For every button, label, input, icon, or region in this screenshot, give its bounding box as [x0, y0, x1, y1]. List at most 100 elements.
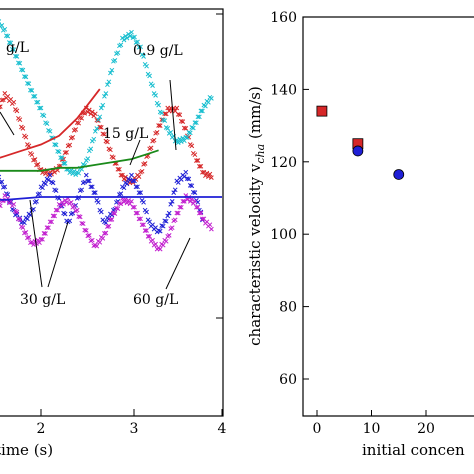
- series-1-marker: [165, 126, 171, 131]
- series-2-marker: [141, 199, 146, 205]
- right-y-axis-label-main: characteristic velocity v: [246, 163, 264, 346]
- series-1-marker: [29, 88, 35, 93]
- series-1-marker: [147, 73, 152, 79]
- left-panel: g/L 0.9 g/L 15 g/L 30 g/L 60 g/L 2 3 4 t…: [0, 8, 227, 459]
- series-1-marker: [141, 54, 146, 59]
- series-0-marker: [86, 107, 92, 113]
- series-3-marker: [74, 207, 80, 213]
- series-3-marker: [49, 219, 54, 225]
- series-2-marker: [92, 190, 98, 195]
- series-1-marker: [108, 70, 113, 76]
- series-2-marker: [160, 223, 166, 229]
- series-3-marker: [44, 225, 50, 230]
- series-3-marker: [77, 214, 83, 220]
- series-2-marker: [50, 180, 56, 186]
- series-3-marker: [100, 236, 106, 241]
- series-2-marker: [132, 178, 137, 184]
- series-1-marker: [121, 37, 127, 43]
- series-1-marker: [41, 113, 47, 119]
- series-3-marker: [189, 197, 195, 202]
- series-3-marker: [14, 209, 20, 215]
- series-2-marker: [136, 190, 142, 196]
- series-1-marker: [132, 34, 137, 40]
- series-2-marker: [47, 172, 53, 178]
- series-3-marker: [197, 210, 202, 216]
- series-2-marker: [34, 199, 39, 204]
- series-3-marker: [55, 207, 60, 213]
- series-3-marker: [94, 243, 100, 249]
- series-3-marker: [89, 237, 95, 243]
- series-3-marker: [141, 222, 146, 228]
- left-plot-frame: [0, 8, 224, 417]
- series-1-marker: [25, 80, 30, 86]
- series-2-marker: [135, 184, 140, 190]
- series-0-marker: [20, 126, 26, 131]
- series-1-marker: [91, 136, 97, 142]
- series-1-marker: [118, 42, 124, 48]
- series-2-marker: [5, 192, 11, 197]
- series-3-marker: [52, 213, 57, 219]
- series-0-marker: [178, 118, 184, 124]
- series-3-marker: [83, 228, 89, 233]
- series-1-marker: [97, 114, 103, 120]
- series-1-marker: [194, 120, 199, 126]
- series-1-marker: [62, 161, 68, 166]
- series-2-marker: [0, 179, 5, 185]
- series-0-marker: [194, 158, 199, 163]
- series-3-marker: [138, 216, 143, 222]
- series-2-marker: [83, 172, 89, 178]
- series-3-marker: [177, 204, 183, 210]
- series-2-marker: [46, 177, 51, 183]
- series-0-marker: [154, 130, 160, 135]
- series-0-marker: [175, 112, 181, 117]
- series-3-marker: [11, 201, 17, 207]
- series-3-marker: [135, 210, 140, 216]
- series-0-marker: [89, 109, 95, 115]
- series-0-marker: [0, 104, 3, 109]
- series-0-marker: [207, 171, 213, 177]
- series-0-marker: [189, 143, 195, 149]
- series-1-marker: [94, 126, 100, 131]
- series-2-marker: [129, 172, 134, 178]
- series-1-marker: [13, 53, 18, 59]
- series-3-marker: [145, 234, 151, 239]
- right-plot-frame: [302, 16, 474, 417]
- right-y-tick-label: 60: [279, 372, 297, 388]
- right-series-group: [316, 105, 405, 180]
- series-2-marker: [86, 178, 92, 184]
- series-0-marker: [108, 147, 113, 153]
- series-1-marker: [105, 82, 110, 88]
- series-0-marker: [62, 150, 68, 156]
- series-3-marker: [80, 221, 86, 227]
- right-x-tick-label: 20: [417, 421, 435, 437]
- series-2-marker: [118, 191, 124, 196]
- series-0-marker: [197, 164, 202, 169]
- series-2-marker: [186, 176, 192, 182]
- series-1-marker: [56, 149, 62, 155]
- series-3-marker: [26, 234, 32, 240]
- series-1-marker: [20, 67, 26, 73]
- series-1-marker: [95, 117, 101, 123]
- series-2-marker: [2, 184, 8, 190]
- series-2-marker: [95, 199, 101, 205]
- series-0-marker: [198, 163, 204, 169]
- right-y-tick-label: 160: [270, 10, 297, 26]
- series-1-marker: [112, 58, 118, 63]
- series-1-marker: [31, 94, 36, 99]
- series-3-marker: [144, 228, 149, 233]
- series-1-marker: [187, 130, 193, 136]
- ann-line-15: [129, 139, 141, 166]
- right-y-axis-label: characteristic velocity vcha (mm/s): [246, 86, 267, 346]
- series-1-marker: [44, 121, 50, 126]
- left-x-ticks: 2 3 4: [37, 13, 227, 437]
- series-3-marker: [132, 204, 137, 210]
- series-1-marker: [26, 81, 32, 87]
- series-0-marker: [0, 97, 6, 103]
- series-3-marker: [50, 213, 56, 219]
- series-3-marker: [181, 199, 187, 204]
- series-2-marker: [82, 179, 88, 185]
- series-3-marker: [103, 230, 109, 236]
- series-3-marker: [38, 236, 44, 242]
- series-3-marker: [64, 200, 69, 205]
